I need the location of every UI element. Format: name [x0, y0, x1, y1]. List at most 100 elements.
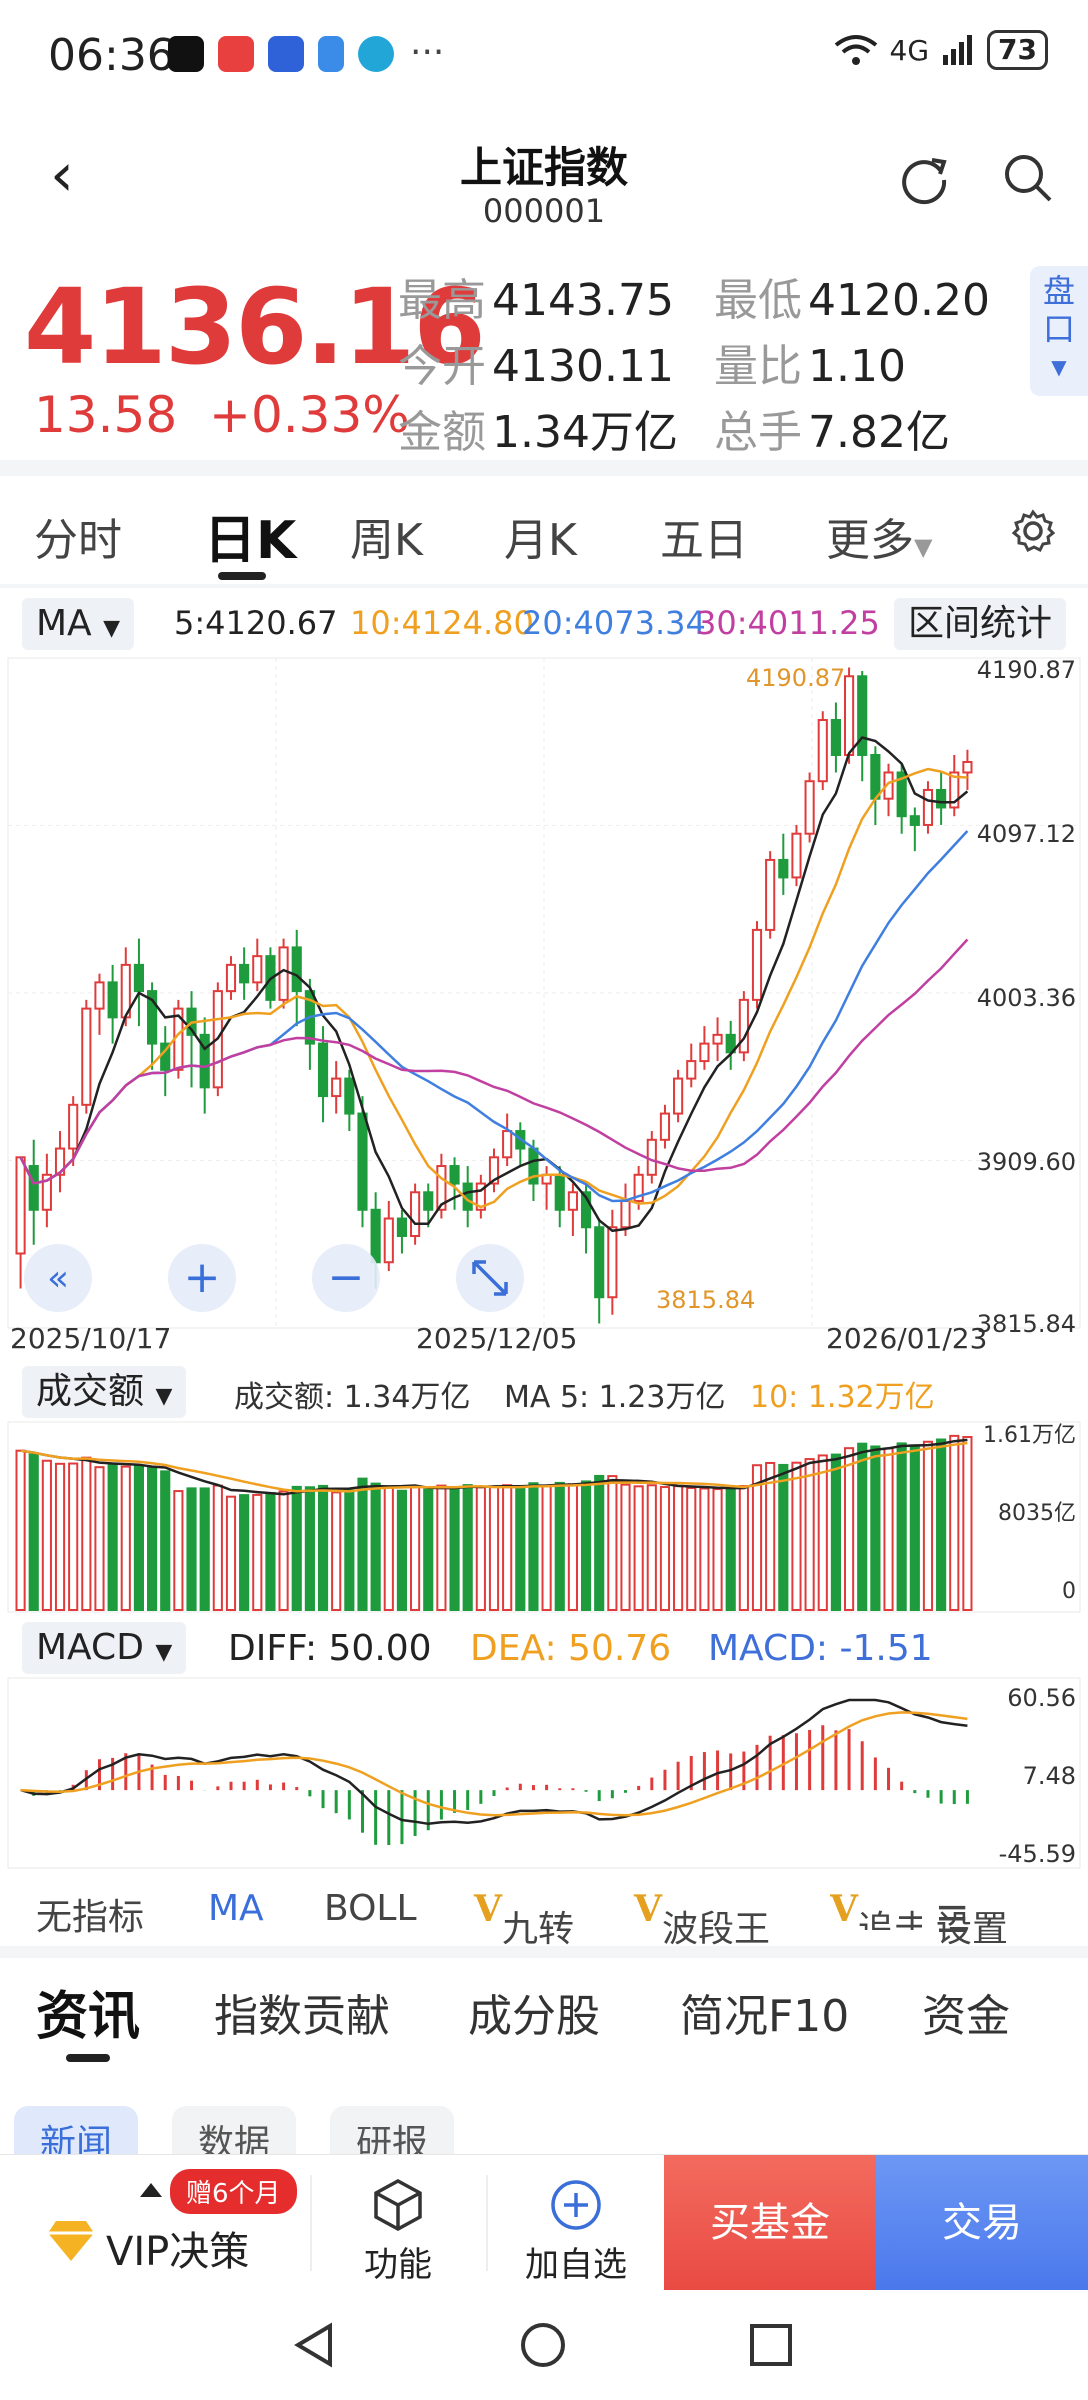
tab-index-contribution[interactable]: 指数贡献 [214, 1991, 390, 2042]
buy-fund-button[interactable]: 买基金 [664, 2155, 876, 2291]
tab-constituents[interactable]: 成分股 [468, 1991, 600, 2042]
volume-bar [449, 1486, 460, 1611]
kline-chart[interactable]: 4190.87 4097.12 4003.36 3909.60 3815.84 … [0, 654, 1088, 1354]
settings-label: 设置 [936, 1909, 1009, 1950]
tab-jiuzhuan[interactable]: V 九转 [474, 1888, 574, 1950]
volume-bar [160, 1470, 171, 1612]
volume-chart[interactable]: 1.61万亿 8035亿 0 [0, 1420, 1088, 1616]
tab-daily-k[interactable]: 日K [204, 511, 297, 571]
red-app-icon [218, 36, 254, 72]
candle [160, 1026, 171, 1097]
y-label-4003: 4003.36 [977, 984, 1076, 1012]
volume-bar [633, 1485, 644, 1611]
price-change: 13.58 +0.33% [34, 386, 410, 444]
ma20-value: 20:4073.34 [522, 604, 706, 642]
candle [804, 772, 815, 843]
divider [486, 2175, 488, 2271]
function-button[interactable]: 功能 [320, 2155, 476, 2291]
v-icon: V [634, 1888, 662, 1930]
vip-button[interactable]: 赠6个月 VIP决策 [0, 2155, 310, 2291]
candle-body [396, 1217, 408, 1238]
tab-weekly-k[interactable]: 周K [350, 515, 423, 566]
min-price-label: 3815.84 [656, 1286, 755, 1314]
candle [594, 1218, 605, 1324]
candle-body [357, 1112, 368, 1211]
vol-y-label-mid: 8035亿 [998, 1501, 1076, 1526]
tab-funds[interactable]: 资金 [922, 1991, 1010, 2042]
scroll-left-button[interactable]: « [24, 1244, 92, 1312]
candle-body [857, 675, 868, 756]
macd-selector[interactable]: MACD ▼ [22, 1622, 187, 1674]
volume-bar [173, 1490, 184, 1611]
tab-news-info[interactable]: 资讯 [36, 1987, 141, 2047]
range-stats-button[interactable]: 区间统计 [894, 598, 1067, 650]
candle-body [620, 1200, 631, 1229]
candle [423, 1183, 434, 1228]
candle-body [107, 981, 118, 1019]
search-icon[interactable] [1000, 150, 1056, 206]
amount-value: 1.34万亿 [492, 407, 678, 458]
tab-more[interactable]: 更多▼ [826, 504, 932, 568]
minus-icon: − [328, 1252, 365, 1303]
nav-home-icon[interactable] [518, 2320, 568, 2370]
volume-bar [659, 1486, 671, 1611]
ma5-value: 5:4120.67 [174, 604, 338, 642]
macd-frame [7, 1677, 1081, 1869]
tab-ma[interactable]: MA [208, 1888, 264, 1929]
candle [410, 1183, 421, 1245]
pankou-button[interactable]: 盘口 ▼ [1030, 266, 1088, 396]
tab-boll[interactable]: BOLL [324, 1888, 417, 1929]
candle [922, 781, 934, 834]
subtab-data[interactable]: 数据 [172, 2106, 297, 2156]
tab-no-indicator[interactable]: 无指标 [36, 1897, 145, 1938]
tab-fenshi[interactable]: 分时 [34, 515, 122, 566]
tab-five-day[interactable]: 五日 [660, 515, 748, 566]
candle [186, 991, 197, 1088]
nav-recents-icon[interactable] [746, 2320, 796, 2370]
fullscreen-button[interactable] [456, 1244, 524, 1312]
candle-body [843, 675, 855, 756]
zoom-in-button[interactable]: + [168, 1244, 236, 1312]
candle-body [673, 1077, 684, 1115]
candle-body [278, 946, 289, 1001]
volume-ma-lines [20, 1438, 968, 1496]
volume-bar [817, 1454, 828, 1611]
macd-chart[interactable]: 60.56 7.48 -45.59 [0, 1676, 1088, 1872]
candle [659, 1104, 671, 1149]
tab-zhuiji[interactable]: V 追击 [830, 1888, 922, 1930]
candle-body [15, 1156, 26, 1255]
volume-selector[interactable]: 成交额 ▼ [22, 1366, 187, 1418]
volume-bar [383, 1486, 394, 1611]
tab-f10[interactable]: 简况F10 [680, 1991, 850, 2042]
volume-bar [673, 1485, 684, 1611]
subtab-news[interactable]: 新闻 [14, 2106, 139, 2156]
candle-body [765, 858, 776, 931]
zoom-out-button[interactable]: − [312, 1244, 380, 1312]
subtab-research[interactable]: 研报 [330, 2106, 455, 2156]
volume-bar [265, 1492, 276, 1611]
volume-bar [54, 1462, 66, 1612]
tab-monthly-k[interactable]: 月K [504, 515, 577, 566]
nav-back-icon[interactable] [290, 2320, 340, 2370]
candle [883, 763, 894, 817]
low-item: 最低 4120.20 [714, 264, 990, 328]
kline-x-axis: 2025/10/17 2025/12/05 2026/01/23 [10, 1322, 987, 1354]
trade-button[interactable]: 交易 [876, 2155, 1088, 2291]
divider [0, 460, 1088, 476]
stock-code: 000001 [482, 192, 606, 230]
add-watchlist-button[interactable]: 加自选 [496, 2155, 656, 2291]
refresh-icon[interactable] [896, 150, 952, 206]
tab-boduanwang[interactable]: V 波段王 [634, 1888, 770, 1950]
calendar-icon [318, 36, 344, 72]
volume-ma5: MA 5: 1.23万亿 [504, 1380, 726, 1415]
candle-body [449, 1165, 460, 1185]
change-percent: +0.33% [209, 386, 410, 444]
gear-icon[interactable] [1010, 508, 1056, 554]
back-button[interactable]: ‹ [50, 140, 74, 210]
hands-item: 总手 7.82亿 [714, 396, 950, 460]
open-value: 4130.11 [492, 341, 674, 392]
tab-zhuiji-label: 追击 [857, 1909, 922, 1930]
volume-ma10: 10: 1.32万亿 [750, 1380, 935, 1415]
ma-selector[interactable]: MA ▼ [22, 598, 135, 650]
y-label-4190: 4190.87 [977, 656, 1076, 684]
